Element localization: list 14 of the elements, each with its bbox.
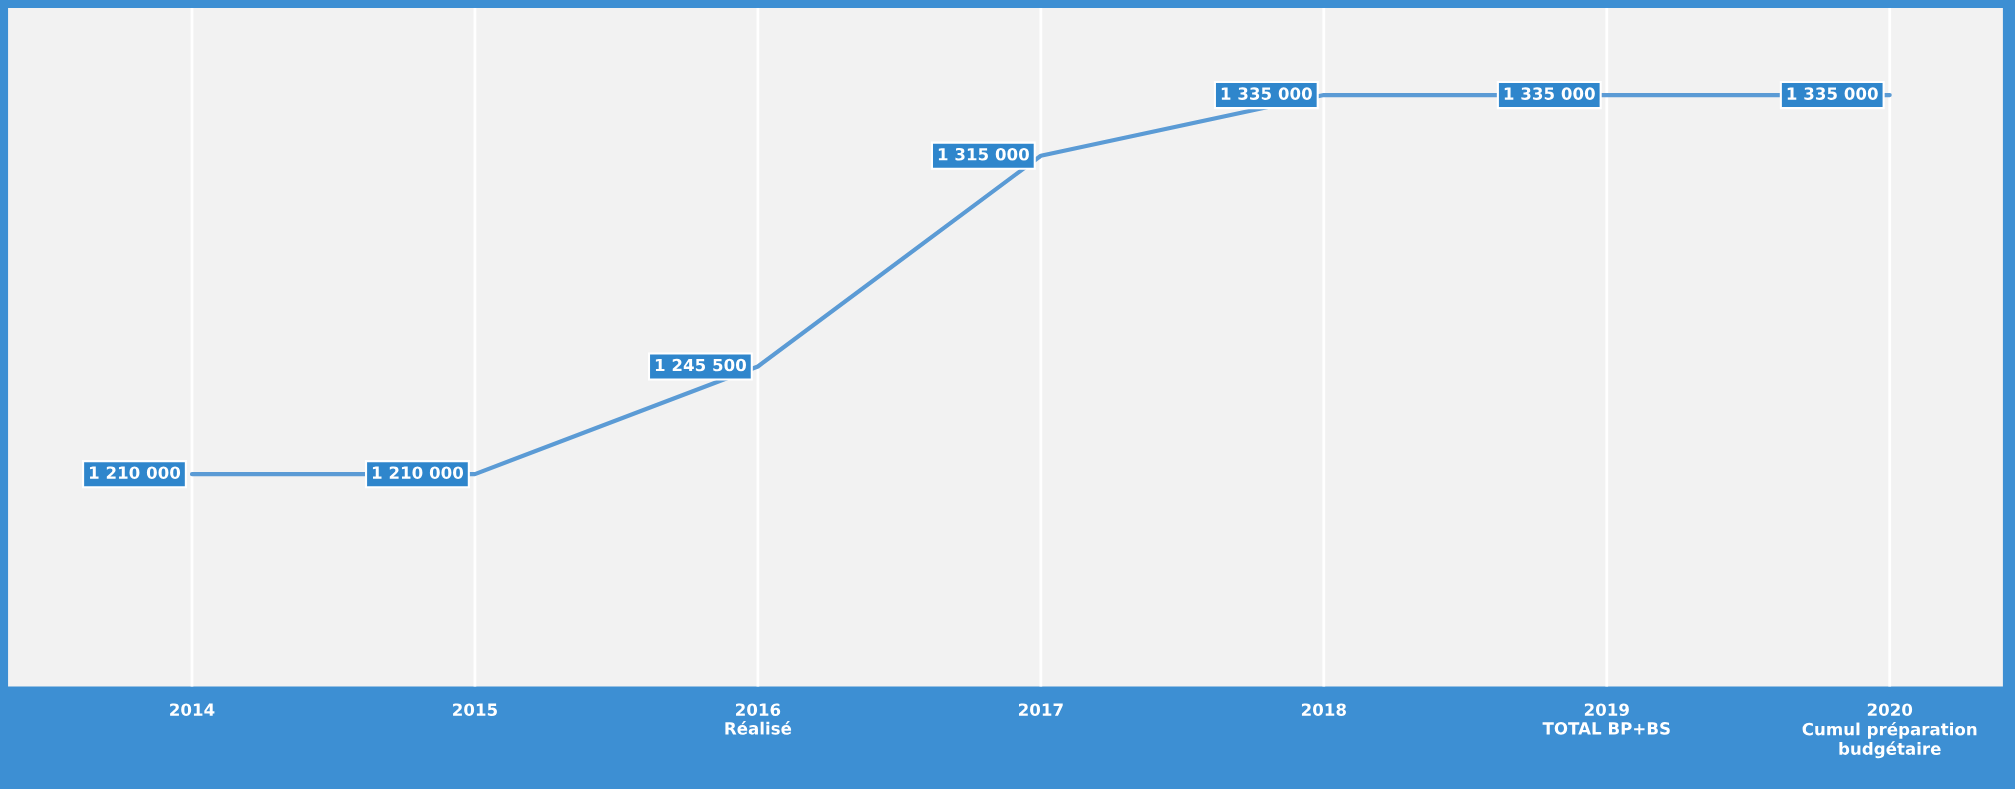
x-tick-label: 2020 Cumul préparation budgétaire [1802,703,1977,759]
x-tick-label: 2018 [1301,703,1346,716]
data-label: 1 245 500 [655,358,746,372]
data-label: 1 315 000 [938,147,1029,161]
data-label: 1 335 000 [1787,87,1878,100]
x-tick-label: 2019 TOTAL BP+BS [1542,703,1670,735]
data-label: 1 210 000 [372,466,464,479]
x-tick-label: 2014 [170,703,215,716]
data-label: 1 210 000 [89,466,181,479]
x-tick-label: 2015 [453,703,497,716]
x-tick-label: 2016 Réalisé [725,703,792,735]
data-label: 1 335 000 [1221,87,1312,100]
x-tick-label: 2017 [1018,703,1063,716]
data-label: 1 335 000 [1504,87,1595,100]
